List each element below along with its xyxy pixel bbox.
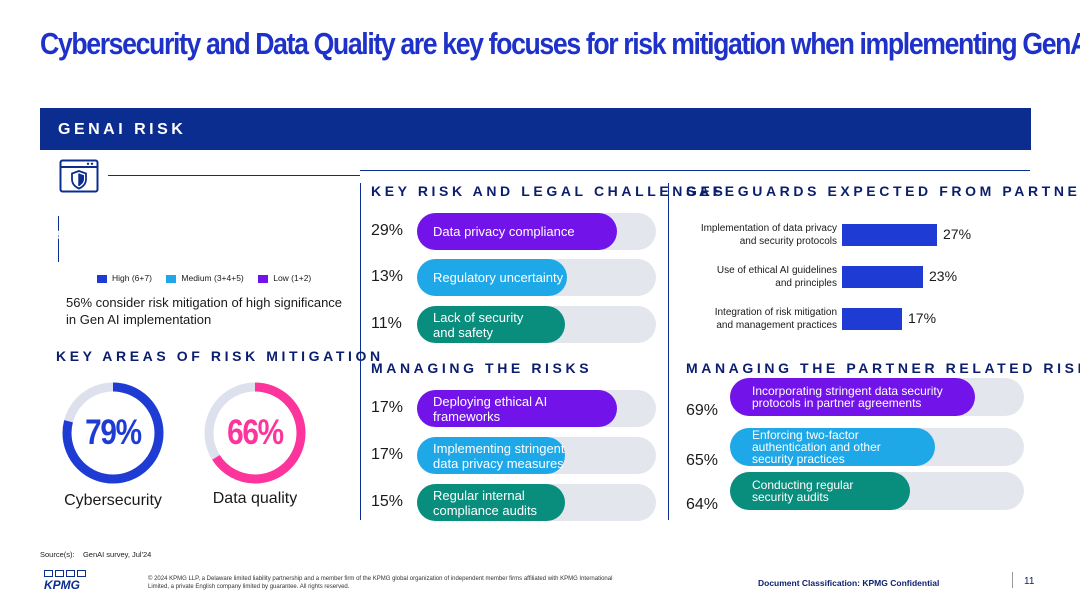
safeguard-value: 23%	[929, 268, 958, 284]
pill-text: Incorporating stringent data security pro…	[752, 385, 943, 409]
pill-line: Lack of security	[433, 309, 524, 325]
donut-data-quality: 66%	[202, 380, 308, 486]
safeguard-line: and management practices	[716, 320, 837, 331]
safeguard-line: Integration of risk mitigation	[714, 307, 837, 318]
pill-line: security audits	[752, 490, 829, 504]
pill-line: Enforcing two-factor	[752, 428, 859, 442]
pct-label: 17%	[371, 399, 404, 416]
bar-axis	[58, 216, 59, 262]
pill-line: data privacy measures	[433, 455, 564, 471]
safeguard-line: and principles	[775, 278, 837, 289]
pill-line: Regulatory uncertainty	[433, 270, 564, 285]
pill-managing-2: Regular internal compliance audits	[417, 484, 565, 521]
pill-line: and safety	[433, 324, 493, 340]
column-divider-2	[668, 183, 669, 520]
pill-managing-1: Implementing stringent data privacy measu…	[417, 437, 565, 474]
footer-divider	[1012, 572, 1013, 588]
legend-low: Low (1+2)	[258, 273, 311, 283]
page-number: 11	[1024, 576, 1035, 587]
bar-legend: High (6+7) Medium (3+4+5) Low (1+2)	[97, 268, 321, 286]
pct-label: 29%	[371, 222, 404, 239]
safeguard-label: Use of ethical AI guidelines and principl…	[681, 264, 837, 290]
safeguard-line: and security protocols	[739, 236, 837, 247]
safeguard-bar	[842, 308, 902, 330]
pill-line: protocols in partner agreements	[752, 396, 922, 410]
pill-partner-2: Conducting regular security audits	[730, 472, 910, 510]
pill-text: Lack of security and safety	[433, 310, 523, 340]
legend-medium: Medium (3+4+5)	[166, 273, 244, 283]
donut-value: 66%	[227, 413, 284, 452]
pill-partner-0: Incorporating stringent data security pro…	[730, 378, 975, 416]
donut-label-cybersecurity: Cybersecurity	[64, 492, 162, 509]
page-title: Cybersecurity and Data Quality are key f…	[40, 26, 1080, 61]
pill-text: Data privacy compliance	[433, 224, 575, 239]
partner-heading: MANAGING THE PARTNER RELATED RISKS	[686, 360, 1080, 376]
pill-text: Regular internal compliance audits	[433, 488, 537, 518]
pill-key_risk-1: Regulatory uncertainty	[417, 259, 567, 296]
column-divider-1	[360, 183, 361, 520]
pill-managing-0: Deploying ethical AI frameworks	[417, 390, 617, 427]
safeguard-bar	[842, 266, 923, 288]
pill-line: Incorporating stringent data security	[752, 384, 943, 398]
bar-segment-medium: 43%	[113, 227, 139, 242]
safeguard-line: Implementation of data privacy	[700, 223, 837, 234]
safeguard-line: Use of ethical AI guidelines	[716, 265, 837, 276]
pill-line: Conducting regular	[752, 478, 854, 492]
legal-text: © 2024 KPMG LLP, a Delaware limited liab…	[148, 576, 613, 590]
browser-shield-icon	[59, 159, 99, 193]
pill-line: authentication and other	[752, 440, 881, 454]
donut-label-data-quality: Data quality	[212, 490, 298, 507]
pct-label: 11%	[371, 315, 402, 332]
pill-line: frameworks	[433, 408, 501, 424]
pill-key_risk-0: Data privacy compliance	[417, 213, 617, 250]
pill-line: Data privacy compliance	[433, 224, 575, 239]
legend-high: High (6+7)	[97, 273, 152, 283]
pill-partner-1: Enforcing two-factor authentication and o…	[730, 428, 935, 466]
pct-label: 17%	[371, 446, 404, 463]
pill-line: Implementing stringent	[433, 440, 565, 456]
divider-right	[360, 170, 1030, 171]
section-banner	[40, 108, 1031, 150]
bar-caption: 56% consider risk mitigation of high sig…	[66, 295, 343, 327]
safeguards-heading: SAFEGUARDS EXPECTED FROM PARTNERS	[686, 183, 1080, 199]
classification: Document Classification: KPMG Confidenti…	[758, 578, 940, 588]
safeguard-label: Integration of risk mitigation and manage…	[681, 306, 837, 332]
pill-text: Implementing stringent data privacy measu…	[433, 441, 565, 471]
donut-value: 79%	[85, 413, 142, 452]
pct-label: 69%	[686, 402, 719, 419]
managing-heading: MANAGING THE RISKS	[371, 360, 593, 376]
source-note: Source(s): GenAI survey, Jul'24	[40, 550, 152, 559]
kpmg-logo: KPMG	[44, 570, 88, 592]
pill-line: security practices	[752, 452, 845, 466]
bar-segment-low: 1%	[48, 227, 66, 242]
risk-stacked-bar: 1% 43% 56%	[46, 221, 346, 248]
banner-title: GENAI RISK	[58, 121, 187, 138]
pct-label: 65%	[686, 452, 719, 469]
key-areas-heading: KEY AREAS OF RISK MITIGATION	[56, 348, 384, 364]
safeguard-value: 27%	[943, 226, 972, 242]
pill-text: Regulatory uncertainty	[433, 270, 563, 285]
safeguard-value: 17%	[908, 310, 937, 326]
donut-cybersecurity: 79%	[60, 380, 166, 486]
pct-label: 15%	[371, 493, 404, 510]
safeguard-label: Implementation of data privacy and securi…	[681, 222, 837, 248]
pill-key_risk-2: Lack of security and safety	[417, 306, 565, 343]
pill-line: Regular internal	[433, 487, 525, 503]
key-risk-heading: KEY RISK AND LEGAL CHALLENGES	[371, 183, 727, 199]
pill-text: Enforcing two-factor authentication and o…	[752, 429, 881, 465]
pill-text: Deploying ethical AI frameworks	[433, 394, 547, 424]
bar-segment-high: 56%	[252, 227, 278, 242]
divider-left	[108, 175, 360, 176]
safeguard-bar	[842, 224, 937, 246]
pill-text: Conducting regular security audits	[752, 479, 853, 503]
pill-line: compliance audits	[433, 502, 538, 518]
pill-line: Deploying ethical AI	[433, 393, 548, 409]
pct-label: 13%	[371, 268, 404, 285]
pct-label: 64%	[686, 496, 719, 513]
